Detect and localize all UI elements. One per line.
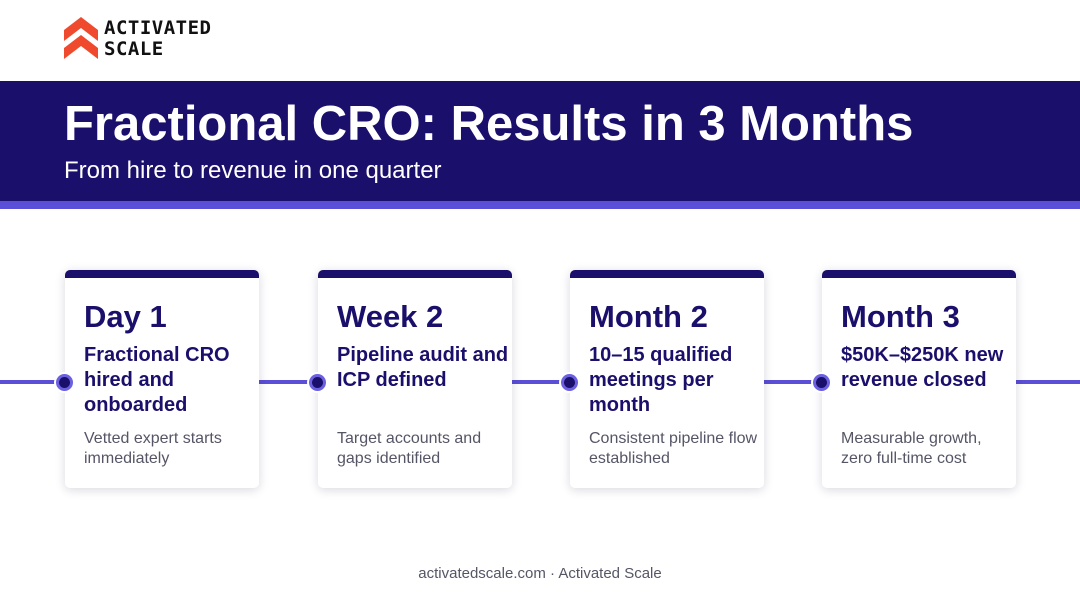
milestone-description: Vetted expert starts immediately bbox=[84, 430, 222, 467]
milestone-outcome: $50K–$250K new revenue closed bbox=[841, 344, 1004, 391]
milestone-card-month-2: Month 2 10–15 qualified meetings per mon… bbox=[570, 270, 764, 488]
footer-credit: activatedscale.com · Activated Scale bbox=[418, 565, 662, 582]
milestone-outcome: Fractional CRO hired and onboarded bbox=[84, 344, 230, 416]
milestone-heading: Month 3 bbox=[841, 299, 960, 334]
milestone-description: Measurable growth, zero full-time cost bbox=[841, 430, 982, 467]
logo-wordmark: ACTIVATED SCALE bbox=[104, 18, 211, 60]
milestone-heading: Week 2 bbox=[337, 299, 444, 334]
milestone-heading: Day 1 bbox=[84, 299, 167, 334]
timeline-line bbox=[0, 380, 1080, 384]
milestone-outcome: 10–15 qualified meetings per month bbox=[589, 344, 733, 416]
timeline-dot-4 bbox=[813, 374, 830, 391]
milestone-description: Target accounts and gaps identified bbox=[337, 430, 482, 467]
chevron-up-logo-icon bbox=[64, 17, 98, 59]
timeline-dot-2 bbox=[309, 374, 326, 391]
milestone-card-week-2: Week 2 Pipeline audit and ICP defined Ta… bbox=[318, 270, 512, 488]
page-title: Fractional CRO: Results in 3 Months bbox=[64, 97, 914, 151]
page-subtitle: From hire to revenue in one quarter bbox=[64, 157, 442, 184]
milestone-card-day-1: Day 1 Fractional CRO hired and onboarded… bbox=[65, 270, 259, 488]
header-banner bbox=[0, 81, 1080, 201]
timeline-dot-1 bbox=[56, 374, 73, 391]
logo-line-1: ACTIVATED bbox=[104, 17, 212, 39]
timeline-dot-3 bbox=[561, 374, 578, 391]
header-accent-stripe bbox=[0, 201, 1080, 209]
milestone-outcome: Pipeline audit and ICP defined bbox=[337, 344, 509, 391]
logo-line-2: SCALE bbox=[104, 38, 164, 60]
milestone-card-month-3: Month 3 $50K–$250K new revenue closed Me… bbox=[822, 270, 1016, 488]
brand-logo: ACTIVATED SCALE bbox=[64, 17, 211, 61]
milestone-heading: Month 2 bbox=[589, 299, 708, 334]
milestone-description: Consistent pipeline flow established bbox=[589, 430, 758, 467]
